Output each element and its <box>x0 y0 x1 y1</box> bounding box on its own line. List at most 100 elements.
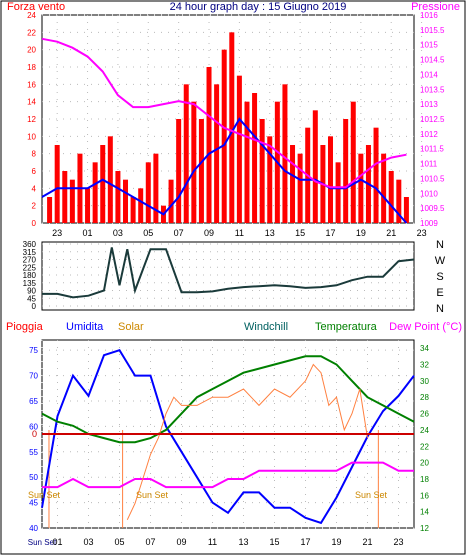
wind-gust-bar <box>130 197 136 223</box>
mid-tick-label: 180 <box>23 271 37 280</box>
top-x-tick-label: 09 <box>204 228 214 238</box>
top-right-tick-label: 1009.5 <box>420 204 445 213</box>
compass-label: E <box>436 287 443 299</box>
wind-gust-bar <box>381 153 387 223</box>
top-left-tick-label: 12 <box>27 115 36 124</box>
top-right-tick-label: 1014 <box>420 70 438 79</box>
wind-direction-line <box>42 247 415 299</box>
wind-gust-bar <box>343 119 349 223</box>
temp-humidity-panel: 40 45 50 55 60 65 70 75 12 14 16 18 20 22 24 26 28 30 32 3… <box>28 339 429 547</box>
chart-title: 24 hour graph day : 15 Giugno 2019 <box>170 1 347 13</box>
bottom-left-tick-label: 65 <box>29 397 38 406</box>
bottom-x-tick-label: 19 <box>331 537 341 547</box>
bottom-x-tick-label: 15 <box>269 537 279 547</box>
bottom-left-tick-label: 70 <box>29 372 38 381</box>
wind-gust-bar <box>229 32 235 224</box>
wind-gust-bar <box>62 171 68 223</box>
top-right-tick-label: 1011.5 <box>420 145 444 154</box>
wind-gust-bar <box>373 127 379 223</box>
mid-tick-label: 360 <box>23 240 37 249</box>
wind-gust-bar <box>267 136 273 223</box>
wind-gust-bar <box>115 171 121 223</box>
mid-tick-label: 225 <box>23 263 37 272</box>
wind-gust-bar <box>145 162 151 223</box>
top-left-tick-label: 0 <box>32 219 37 228</box>
bottom-left-tick-label: 55 <box>29 448 38 457</box>
bottom-right-tick-label: 34 <box>420 344 429 353</box>
bottom-right-label-3: Dew Point (°C) <box>389 321 462 333</box>
sunset-annotation-3: Sun Set <box>355 490 388 500</box>
bottom-left-label-1: Pioggia <box>6 321 44 333</box>
top-right-tick-label: 1013.5 <box>420 85 445 94</box>
wind-gust-bar <box>312 110 318 223</box>
bottom-x-tick-label: 13 <box>238 537 248 547</box>
bottom-left-tick-label: 45 <box>29 499 38 508</box>
wind-gust-bar <box>327 136 333 223</box>
mid-tick-label: 0 <box>32 302 37 311</box>
wind-gust-bar <box>358 153 364 223</box>
wind-gust-bar <box>153 153 159 223</box>
top-left-tick-label: 10 <box>27 132 36 141</box>
top-right-tick-label: 1016 <box>420 11 438 20</box>
top-x-ticks: 23 01 03 05 07 09 11 13 15 17 19 21 23 <box>52 228 426 238</box>
wind-gust-bar <box>206 67 212 223</box>
top-left-tick-label: 2 <box>32 202 37 211</box>
bottom-left-tick-label: 40 <box>29 524 38 533</box>
top-x-tick-label: 01 <box>83 228 93 238</box>
wind-gust-bar <box>214 84 220 223</box>
wind-gust-bar <box>252 93 258 223</box>
wind-gust-bar <box>47 197 53 223</box>
bottom-left-tick-label: 60 <box>29 422 38 431</box>
wind-gust-bar <box>92 162 98 223</box>
top-left-tick-label: 14 <box>27 98 36 107</box>
bottom-x-tick-label: 05 <box>114 537 124 547</box>
top-right-tick-label: 1015 <box>420 41 438 50</box>
bottom-x-tick-label: 01 <box>52 537 62 547</box>
sunset-annotation-1: Sun Set <box>28 490 61 500</box>
bottom-right-tick-label: 22 <box>420 442 429 451</box>
wind-gust-bar <box>176 119 182 223</box>
rain-zero-label: 0 <box>32 429 37 439</box>
top-x-tick-label: 03 <box>113 228 123 238</box>
mid-tick-label: 90 <box>27 287 36 296</box>
wind-gust-bar <box>244 101 250 223</box>
top-x-tick-label: 21 <box>386 228 396 238</box>
top-right-tick-label: 1011 <box>420 160 438 169</box>
bottom-right-tick-label: 14 <box>420 508 429 517</box>
top-right-tick-label: 1009 <box>420 219 438 228</box>
wind-gust-bar <box>403 197 409 223</box>
top-x-tick-label: 17 <box>325 228 335 238</box>
top-right-tick-label: 1013 <box>420 100 438 109</box>
top-left-tick-label: 16 <box>27 80 36 89</box>
top-x-tick-label: 19 <box>356 228 366 238</box>
top-left-tick-label: 22 <box>27 28 36 37</box>
top-left-tick-label: 20 <box>27 46 36 55</box>
wind-gust-bar <box>350 101 356 223</box>
bottom-x-tick-label: 23 <box>393 537 403 547</box>
compass-label: W <box>435 255 446 267</box>
bottom-right-tick-label: 26 <box>420 410 429 419</box>
top-left-tick-label: 4 <box>32 184 37 193</box>
top-x-tick-label: 05 <box>143 228 153 238</box>
bottom-left-tick-label: 50 <box>29 473 38 482</box>
wind-gust-bar <box>183 84 189 223</box>
bottom-right-tick-label: 20 <box>420 459 429 468</box>
bottom-left-label-2: Umidita <box>66 321 104 333</box>
bottom-right-tick-label: 12 <box>420 524 429 533</box>
compass-label: N <box>436 303 444 315</box>
wind-gust-bar <box>396 179 402 223</box>
wind-gust-bar <box>123 179 129 223</box>
wind-gust-bar <box>54 145 60 223</box>
wind-gust-bar <box>388 171 394 223</box>
wind-gust-bar <box>335 162 341 223</box>
temperature-line <box>41 355 415 444</box>
compass-label: S <box>436 271 443 283</box>
mid-tick-label: 135 <box>23 279 37 288</box>
top-left-axis-label: Forza vento <box>7 1 65 13</box>
wind-gust-bar <box>297 153 303 223</box>
wind-gust-bar <box>191 101 197 223</box>
